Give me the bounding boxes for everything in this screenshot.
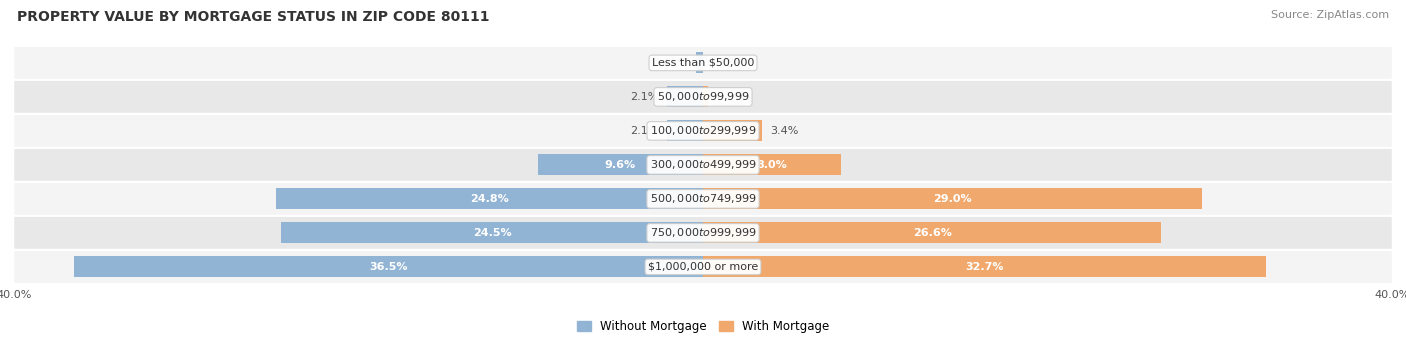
Text: $300,000 to $499,999: $300,000 to $499,999 bbox=[650, 158, 756, 171]
Text: 26.6%: 26.6% bbox=[912, 228, 952, 238]
Bar bbox=[703, 188, 1202, 209]
Text: 32.7%: 32.7% bbox=[966, 262, 1004, 272]
Bar bbox=[75, 256, 703, 277]
Text: 2.1%: 2.1% bbox=[630, 92, 658, 102]
Text: 24.5%: 24.5% bbox=[472, 228, 512, 238]
Text: 0.41%: 0.41% bbox=[652, 58, 688, 68]
Text: $100,000 to $299,999: $100,000 to $299,999 bbox=[650, 124, 756, 137]
Text: Less than $50,000: Less than $50,000 bbox=[652, 58, 754, 68]
Bar bbox=[666, 86, 703, 107]
Text: $750,000 to $999,999: $750,000 to $999,999 bbox=[650, 226, 756, 239]
Bar bbox=[703, 222, 1161, 243]
Text: 29.0%: 29.0% bbox=[934, 194, 972, 204]
Text: 2.1%: 2.1% bbox=[630, 126, 658, 136]
Bar bbox=[703, 256, 1267, 277]
Text: 24.8%: 24.8% bbox=[470, 194, 509, 204]
Bar bbox=[696, 52, 703, 73]
Text: $500,000 to $749,999: $500,000 to $749,999 bbox=[650, 192, 756, 205]
FancyBboxPatch shape bbox=[13, 148, 1393, 182]
FancyBboxPatch shape bbox=[13, 46, 1393, 80]
FancyBboxPatch shape bbox=[13, 250, 1393, 284]
FancyBboxPatch shape bbox=[13, 216, 1393, 250]
Bar bbox=[703, 154, 841, 175]
Bar bbox=[703, 86, 709, 107]
Bar bbox=[703, 120, 762, 141]
Text: Source: ZipAtlas.com: Source: ZipAtlas.com bbox=[1271, 10, 1389, 20]
Text: 8.0%: 8.0% bbox=[756, 160, 787, 170]
Bar bbox=[276, 188, 703, 209]
Text: 0.0%: 0.0% bbox=[711, 58, 740, 68]
Bar bbox=[281, 222, 703, 243]
Text: 9.6%: 9.6% bbox=[605, 160, 636, 170]
Text: 3.4%: 3.4% bbox=[770, 126, 799, 136]
Bar bbox=[666, 120, 703, 141]
Text: 0.29%: 0.29% bbox=[717, 92, 752, 102]
Text: PROPERTY VALUE BY MORTGAGE STATUS IN ZIP CODE 80111: PROPERTY VALUE BY MORTGAGE STATUS IN ZIP… bbox=[17, 10, 489, 24]
FancyBboxPatch shape bbox=[13, 80, 1393, 114]
FancyBboxPatch shape bbox=[13, 182, 1393, 216]
Text: $1,000,000 or more: $1,000,000 or more bbox=[648, 262, 758, 272]
FancyBboxPatch shape bbox=[13, 114, 1393, 148]
Text: $50,000 to $99,999: $50,000 to $99,999 bbox=[657, 90, 749, 103]
Text: 36.5%: 36.5% bbox=[370, 262, 408, 272]
Legend: Without Mortgage, With Mortgage: Without Mortgage, With Mortgage bbox=[576, 320, 830, 333]
Bar bbox=[537, 154, 703, 175]
